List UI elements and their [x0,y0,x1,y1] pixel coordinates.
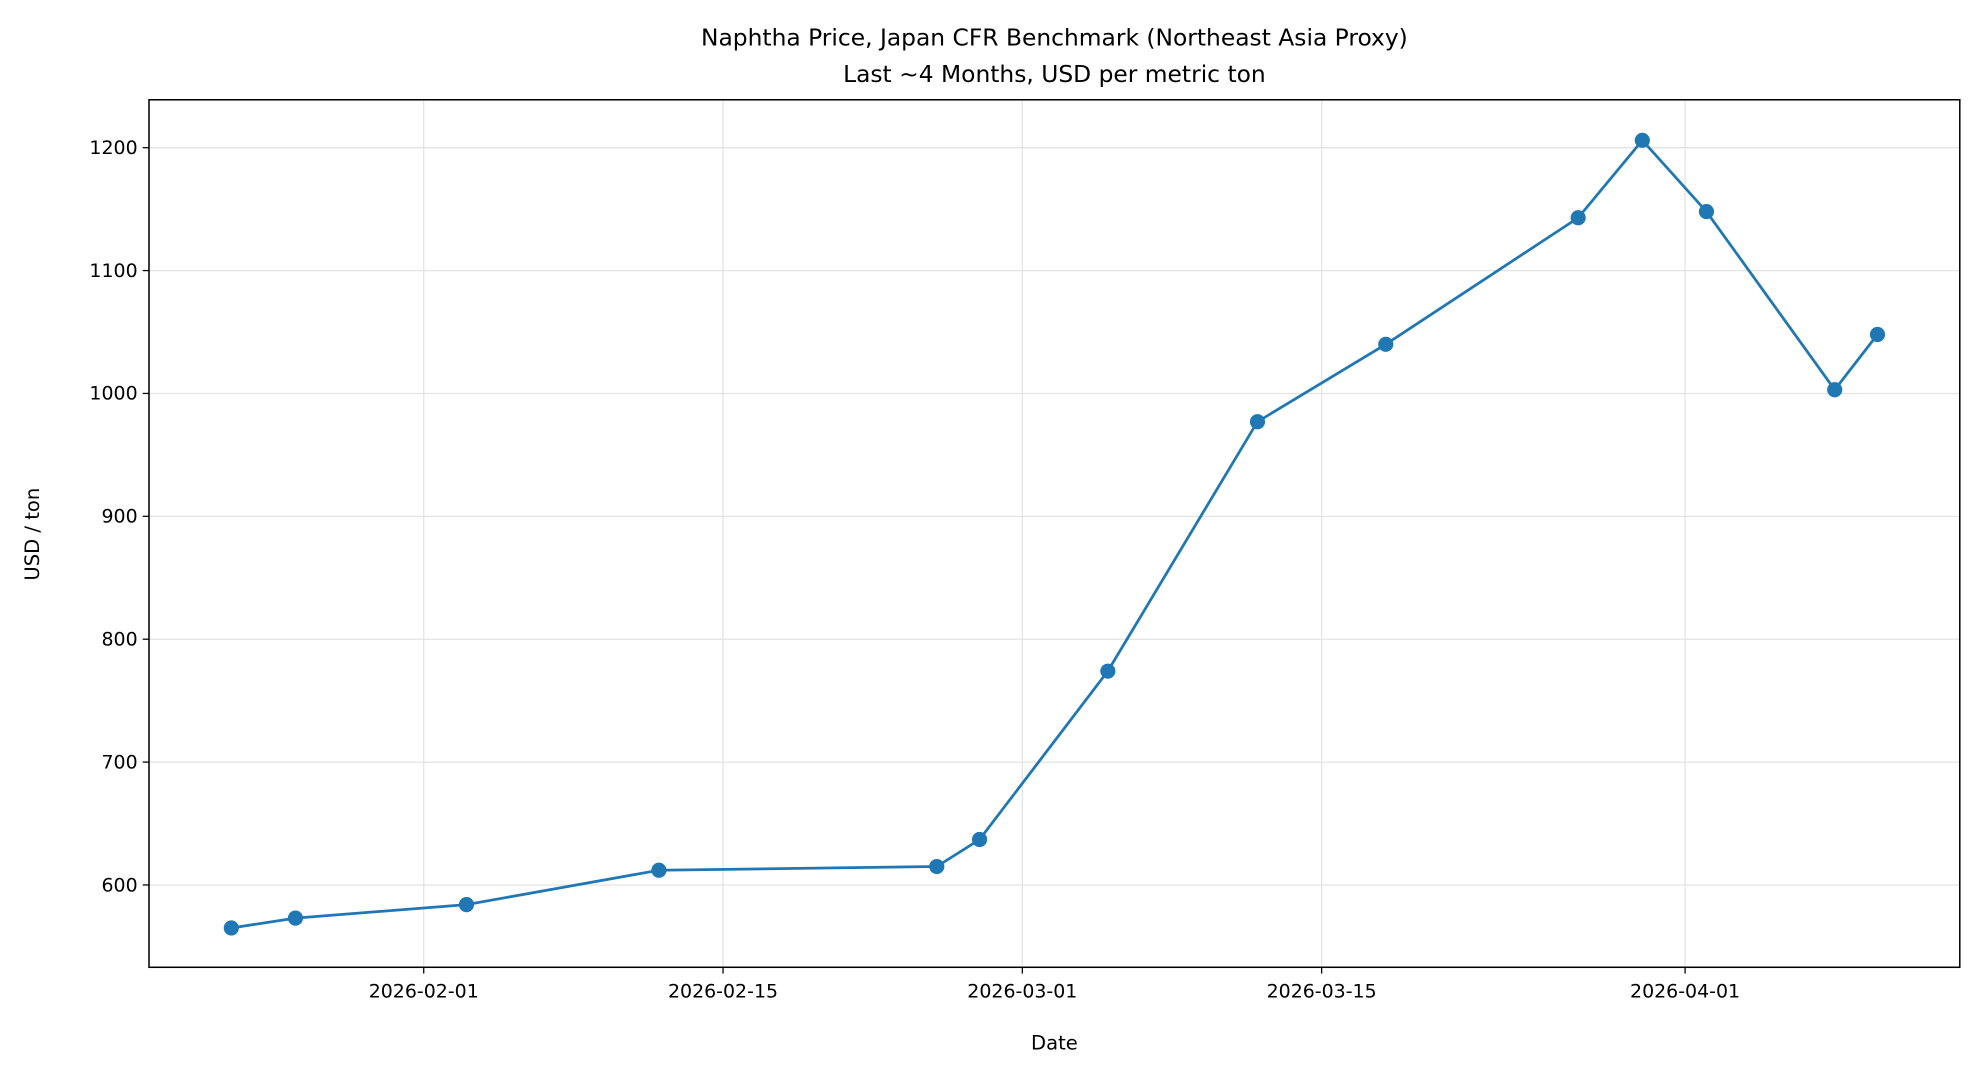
x-tick-label: 2026-04-01 [1630,981,1740,1003]
data-point [1827,382,1843,398]
y-tick-label: 700 [101,751,137,773]
price-line [231,138,1879,930]
data-point [651,862,667,878]
grid [149,99,1960,968]
chart-subtitle: Last ~4 Months, USD per metric ton [843,60,1266,88]
y-axis-label: USD / ton [21,488,44,581]
y-tick-label: 900 [101,506,137,528]
data-point [1378,336,1394,352]
y-tick-label: 1000 [89,383,137,405]
x-tick-label: 2026-03-15 [1267,981,1377,1003]
x-tick-label: 2026-02-15 [668,981,778,1003]
data-point [1249,414,1266,430]
data-point [1634,132,1650,148]
data-point [287,910,304,926]
data-point [223,920,239,936]
y-axis: 600 700 800 900 1000 1100 1200 [89,137,150,896]
chart-title: Naphtha Price, Japan CFR Benchmark (Nort… [701,23,1408,51]
x-axis-label: Date [1031,1031,1078,1054]
data-point [1869,326,1886,343]
data-point [1100,663,1116,679]
data-point [1698,204,1715,220]
x-tick-label: 2026-03-01 [967,981,1077,1003]
y-tick-label: 1200 [89,137,137,159]
data-point [1570,210,1586,226]
series-line [223,132,1886,936]
plot-area [148,99,1961,969]
data-point [929,858,945,875]
data-point [458,897,475,913]
y-tick-label: 600 [101,874,137,896]
x-tick-label: 2026-02-01 [369,981,479,1003]
y-tick-label: 1100 [89,260,137,282]
y-tick-label: 800 [101,629,137,651]
data-point [971,831,988,848]
x-axis: 2026-02-01 2026-02-15 2026-03-01 2026-03-15… [369,967,1740,1003]
